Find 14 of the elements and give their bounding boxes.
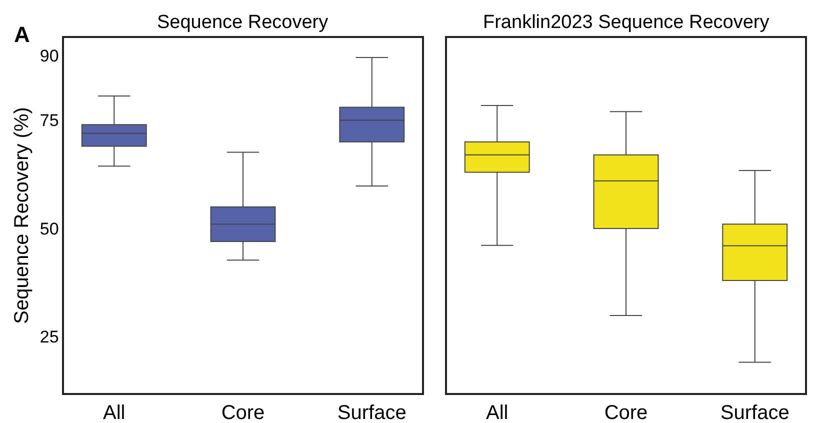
y-tick-label: 50 (40, 219, 59, 238)
x-tick-label: All (486, 402, 508, 423)
y-tick-label: 75 (40, 111, 59, 130)
text: A (14, 22, 30, 47)
x-tick-label: Surface (337, 402, 406, 423)
x-tick-label: Core (604, 402, 648, 423)
x-tick-label: All (103, 402, 126, 423)
chart-title: Franklin2023 Sequence Recovery (483, 12, 770, 33)
chart-title: Sequence Recovery (157, 12, 329, 33)
y-tick-label: 25 (40, 328, 59, 347)
y-axis-title: Sequence Recovery (%) (10, 107, 33, 324)
x-tick-label: Surface (720, 402, 790, 423)
x-tick-label: Core (221, 402, 265, 423)
y-tick-label: 90 (40, 46, 59, 66)
